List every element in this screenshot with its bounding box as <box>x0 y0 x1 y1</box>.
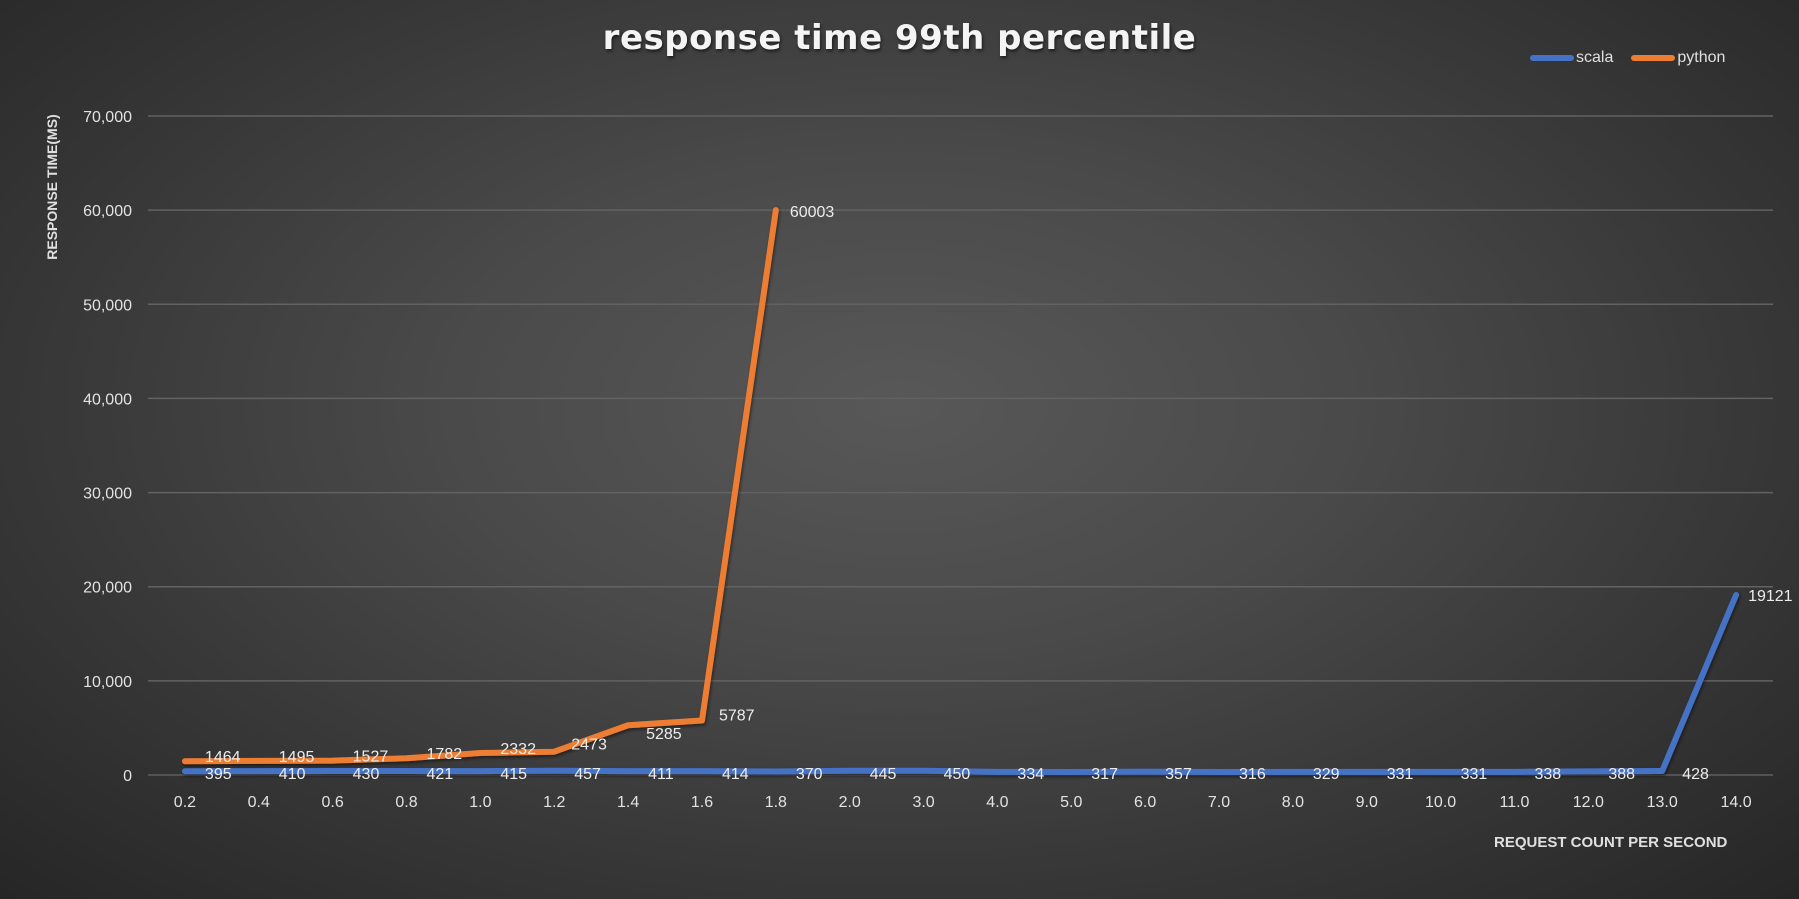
y-tick-label: 20,000 <box>83 580 132 597</box>
y-axis-ticks: 0 10,000 20,000 30,000 40,000 50,000 60,000 70,… <box>83 109 132 785</box>
data-label-scala: 415 <box>500 766 527 783</box>
x-tick-label: 1.2 <box>543 794 565 811</box>
x-tick-label: 7.0 <box>1208 794 1230 811</box>
legend-label-python: python <box>1677 49 1726 66</box>
x-tick-label: 8.0 <box>1282 794 1304 811</box>
data-label-scala: 428 <box>1682 766 1709 783</box>
x-tick-label: 5.0 <box>1060 794 1082 811</box>
x-tick-label: 1.0 <box>469 794 491 811</box>
y-tick-label: 50,000 <box>83 297 132 314</box>
data-label-scala: 338 <box>1534 766 1561 783</box>
x-tick-label: 1.8 <box>765 794 787 811</box>
data-label-scala: 430 <box>353 766 380 783</box>
data-label-scala: 370 <box>796 766 823 783</box>
legend-label-scala: scala <box>1576 49 1614 66</box>
x-tick-label: 0.8 <box>395 794 417 811</box>
data-labels: 395 410 430 421 415 457 411 414 370 445 450 334 317 3… <box>205 204 1793 783</box>
x-axis-title: REQUEST COUNT PER SECOND <box>1494 834 1728 851</box>
data-label-scala: 450 <box>944 766 971 783</box>
data-label-scala: 316 <box>1239 766 1266 783</box>
x-tick-label: 14.0 <box>1720 794 1751 811</box>
data-label-scala: 334 <box>1017 766 1044 783</box>
data-label-python: 60003 <box>790 204 835 221</box>
legend-swatch-python <box>1631 55 1676 61</box>
data-label-scala: 331 <box>1387 766 1414 783</box>
series-line-scala <box>181 591 1740 776</box>
legend-swatch-scala <box>1530 55 1574 61</box>
x-tick-label: 1.4 <box>617 794 639 811</box>
legend: scala python <box>1530 49 1725 67</box>
data-label-scala: 411 <box>648 766 674 783</box>
data-label-python: 1464 <box>205 749 241 766</box>
data-label-scala: 421 <box>427 766 454 783</box>
x-axis-ticks: 0.2 0.4 0.6 0.8 1.0 1.2 1.4 1.6 1.8 2.0 3.0 4.0 5.0 6… <box>174 794 1752 811</box>
data-label-python: 1495 <box>279 749 315 766</box>
chart-title: response time 99th percentile <box>602 18 1197 58</box>
y-tick-label: 40,000 <box>83 391 132 408</box>
y-tick-label: 70,000 <box>83 109 132 126</box>
x-tick-label: 13.0 <box>1647 794 1678 811</box>
data-label-python: 1782 <box>427 746 463 763</box>
y-tick-label: 30,000 <box>83 486 132 503</box>
x-tick-label: 11.0 <box>1500 794 1530 811</box>
data-label-scala: 410 <box>279 766 306 783</box>
data-label-scala: 19121 <box>1748 588 1793 605</box>
series-line-python <box>181 207 779 765</box>
data-label-scala: 331 <box>1461 766 1488 783</box>
y-tick-label: 0 <box>123 768 132 785</box>
x-tick-label: 4.0 <box>986 794 1008 811</box>
data-label-scala: 357 <box>1165 766 1192 783</box>
data-label-python: 1527 <box>353 749 389 766</box>
x-tick-label: 0.6 <box>322 794 344 811</box>
data-label-scala: 414 <box>722 766 749 783</box>
x-tick-label: 6.0 <box>1134 794 1156 811</box>
data-label-scala: 388 <box>1608 766 1635 783</box>
x-tick-label: 10.0 <box>1425 794 1456 811</box>
y-tick-label: 60,000 <box>83 203 132 220</box>
x-tick-label: 0.2 <box>174 794 196 811</box>
x-tick-label: 3.0 <box>912 794 934 811</box>
data-label-scala: 457 <box>574 766 601 783</box>
y-tick-label: 10,000 <box>83 674 132 691</box>
data-label-scala: 445 <box>870 766 897 783</box>
data-label-scala: 329 <box>1313 766 1340 783</box>
x-tick-label: 2.0 <box>839 794 861 811</box>
legend-item-scala[interactable]: scala <box>1530 49 1613 67</box>
x-tick-label: 0.4 <box>248 794 270 811</box>
series-lines <box>181 207 1740 776</box>
gridlines <box>148 115 1773 776</box>
legend-item-python[interactable]: python <box>1631 49 1725 67</box>
data-label-python: 2332 <box>500 741 536 758</box>
data-label-python: 2473 <box>571 737 607 754</box>
x-tick-label: 9.0 <box>1356 794 1378 811</box>
data-label-scala: 395 <box>205 766 232 783</box>
data-label-python: 5787 <box>719 708 755 725</box>
data-label-python: 5285 <box>646 726 682 743</box>
x-tick-label: 12.0 <box>1573 794 1604 811</box>
data-label-scala: 317 <box>1091 766 1118 783</box>
x-tick-label: 1.6 <box>691 794 713 811</box>
